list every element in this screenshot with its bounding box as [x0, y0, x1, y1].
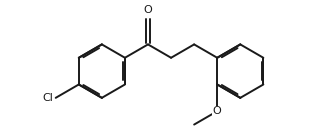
Text: O: O — [144, 5, 152, 15]
Text: Cl: Cl — [43, 93, 53, 103]
Text: O: O — [213, 106, 221, 116]
